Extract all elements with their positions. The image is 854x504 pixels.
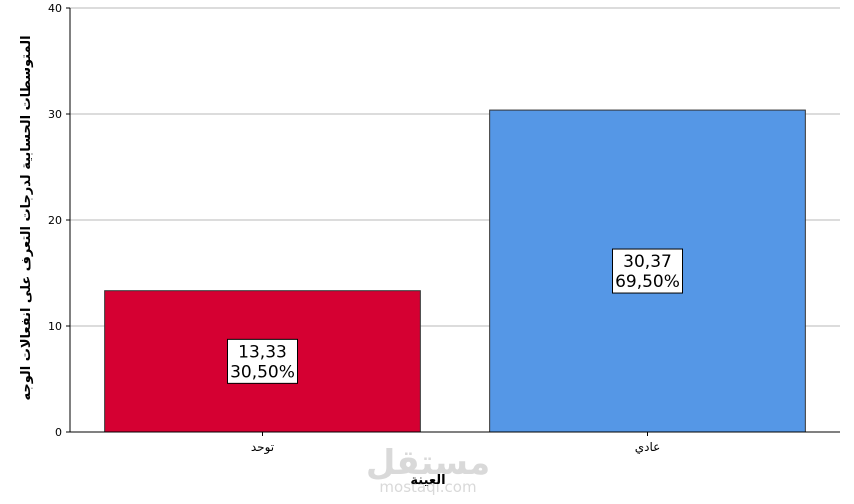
watermark-url: mostaql.com [379,478,476,496]
bars [104,109,806,433]
x-axis-title: العينة [410,473,445,488]
y-tick-label: 30 [48,108,62,121]
y-tick-labels: 0 10 20 30 40 [48,2,70,439]
y-axis-title: المتوسطات الحسابية لدرجات التعرف على انف… [19,35,34,400]
data-label-box [612,248,683,294]
data-label-percent: 30,50% [230,362,295,382]
data-label-value: 30,37 [623,252,672,272]
data-label-box [227,338,298,384]
data-label-percent: 69,50% [615,272,680,292]
y-tick-label: 10 [48,320,62,333]
x-category-labels: توحد عادي [251,432,660,455]
x-category-label: توحد [251,440,274,455]
data-label-value: 13,33 [238,342,287,362]
watermark-logo: مستقل [366,443,490,483]
y-tick-label: 20 [48,214,62,227]
x-category-label: عادي [635,440,661,454]
y-tick-label: 40 [48,2,62,15]
y-tick-label: 0 [55,426,62,439]
